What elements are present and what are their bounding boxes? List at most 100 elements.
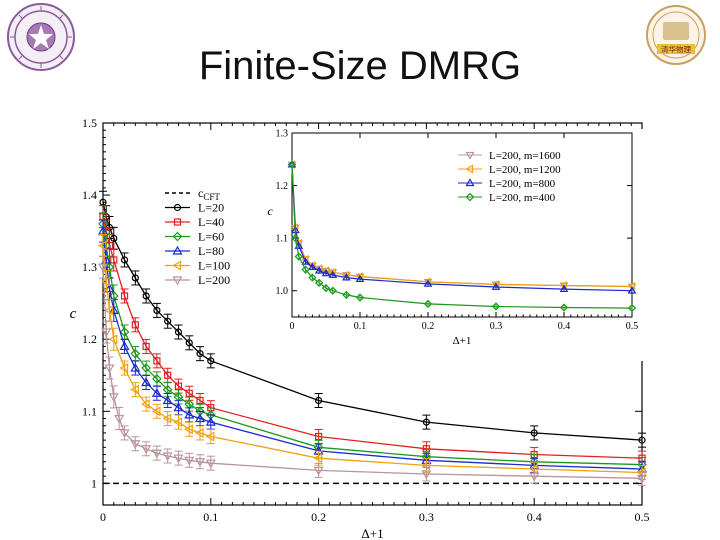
data-point bbox=[315, 396, 323, 405]
y-tick-label: 1 bbox=[91, 476, 97, 490]
data-point bbox=[141, 363, 151, 373]
data-point bbox=[164, 371, 172, 379]
data-point bbox=[313, 453, 323, 464]
data-point bbox=[142, 292, 150, 300]
data-point bbox=[164, 317, 172, 325]
legend-label: L=20 bbox=[198, 201, 224, 215]
data-point bbox=[141, 445, 152, 454]
data-point bbox=[104, 305, 114, 316]
main-series-group bbox=[97, 190, 648, 486]
data-point bbox=[530, 429, 538, 437]
data-point bbox=[151, 449, 162, 459]
data-point bbox=[140, 399, 150, 410]
data-point bbox=[205, 431, 215, 442]
inset-data-point bbox=[491, 280, 499, 289]
inset-legend-label: L=200, m=400 bbox=[489, 192, 556, 204]
data-point bbox=[110, 256, 118, 264]
data-point bbox=[131, 274, 139, 282]
data-point bbox=[207, 357, 215, 365]
data-point bbox=[110, 234, 118, 242]
data-point bbox=[120, 256, 129, 264]
inset-data-point bbox=[291, 233, 300, 243]
x-tick-label: 0.4 bbox=[527, 510, 542, 524]
data-point bbox=[638, 436, 646, 444]
legend-swatch-marker bbox=[172, 276, 183, 286]
series-l-100 bbox=[97, 234, 646, 481]
inset-data-point bbox=[342, 290, 351, 300]
inset-data-point bbox=[315, 278, 324, 287]
data-point bbox=[130, 348, 141, 359]
inset-legend-swatch-marker bbox=[465, 178, 475, 187]
data-point bbox=[173, 417, 183, 428]
data-point bbox=[185, 339, 193, 347]
inset-data-point bbox=[423, 279, 433, 287]
inset-x-tick-label: 0.5 bbox=[626, 321, 639, 332]
inset-x-tick-label: 0.4 bbox=[558, 321, 571, 332]
inset-data-point bbox=[294, 252, 303, 261]
inset-legend-label: L=200, m=1200 bbox=[489, 164, 561, 176]
data-point bbox=[131, 321, 139, 329]
data-point bbox=[151, 388, 162, 397]
data-point bbox=[184, 424, 193, 435]
inset-x-tick-label: 0.2 bbox=[422, 321, 435, 332]
inset-data-point bbox=[321, 266, 329, 276]
slide-title: Finite-Size DMRG bbox=[198, 44, 522, 88]
inset-data-point bbox=[355, 293, 365, 302]
data-point bbox=[130, 440, 141, 449]
legend-label: L=200 bbox=[198, 273, 230, 287]
inset-y-tick-label: 1.3 bbox=[276, 129, 289, 140]
legend-label: L=60 bbox=[198, 230, 224, 244]
data-point bbox=[153, 357, 161, 365]
inset-data-point bbox=[328, 270, 338, 278]
inset-legend-label: L=200, m=800 bbox=[489, 178, 556, 190]
data-point bbox=[196, 350, 204, 358]
x-tick-label: 0.3 bbox=[419, 510, 434, 524]
x-axis-label: Δ+1 bbox=[361, 526, 383, 540]
inset-data-point bbox=[355, 274, 365, 283]
data-point bbox=[119, 327, 130, 337]
data-point bbox=[162, 395, 173, 405]
data-point bbox=[315, 432, 323, 441]
data-point bbox=[184, 456, 195, 466]
data-point bbox=[97, 240, 107, 251]
data-point bbox=[108, 305, 119, 314]
inset-x-tick-label: 0 bbox=[290, 321, 295, 332]
inset-data-point bbox=[559, 284, 569, 293]
inset-series bbox=[287, 160, 637, 313]
department-logo: 清华物理 bbox=[646, 5, 706, 65]
data-point bbox=[101, 276, 110, 287]
inset-data-point bbox=[314, 266, 324, 274]
data-point bbox=[153, 306, 161, 314]
inset-data-point bbox=[342, 273, 351, 281]
data-point bbox=[184, 409, 195, 419]
inset-legend-swatch-marker bbox=[465, 151, 475, 160]
legend-swatch-marker bbox=[172, 245, 183, 255]
inset-data-point bbox=[328, 286, 337, 295]
inset-y-tick-label: 1.2 bbox=[276, 181, 289, 192]
y-axis-label: c bbox=[70, 306, 77, 322]
inset-data-point bbox=[423, 299, 433, 309]
inset-legend-swatch-marker bbox=[465, 192, 475, 202]
x-tick-label: 0.1 bbox=[203, 510, 218, 524]
data-point bbox=[162, 413, 172, 424]
inset-data-point bbox=[287, 160, 297, 169]
inset-data-point bbox=[328, 267, 336, 277]
inset-data-point bbox=[491, 302, 501, 311]
data-point bbox=[130, 384, 139, 395]
data-point bbox=[194, 413, 206, 423]
inset-data-point bbox=[321, 268, 331, 277]
data-point bbox=[108, 334, 118, 345]
inset-x-tick-label: 0.1 bbox=[354, 321, 367, 332]
data-point bbox=[636, 474, 648, 484]
series-l-200 bbox=[97, 255, 648, 486]
inset-x-axis-label: Δ+1 bbox=[453, 335, 472, 347]
inset-data-point bbox=[355, 272, 363, 281]
data-point bbox=[142, 342, 150, 351]
inset-legend-label: L=200, m=1600 bbox=[489, 150, 561, 162]
y-tick-label: 1.1 bbox=[82, 404, 97, 418]
inset-data-point bbox=[301, 257, 310, 265]
y-tick-label: 1.4 bbox=[82, 188, 97, 202]
data-point bbox=[114, 414, 125, 424]
data-point bbox=[313, 466, 324, 476]
